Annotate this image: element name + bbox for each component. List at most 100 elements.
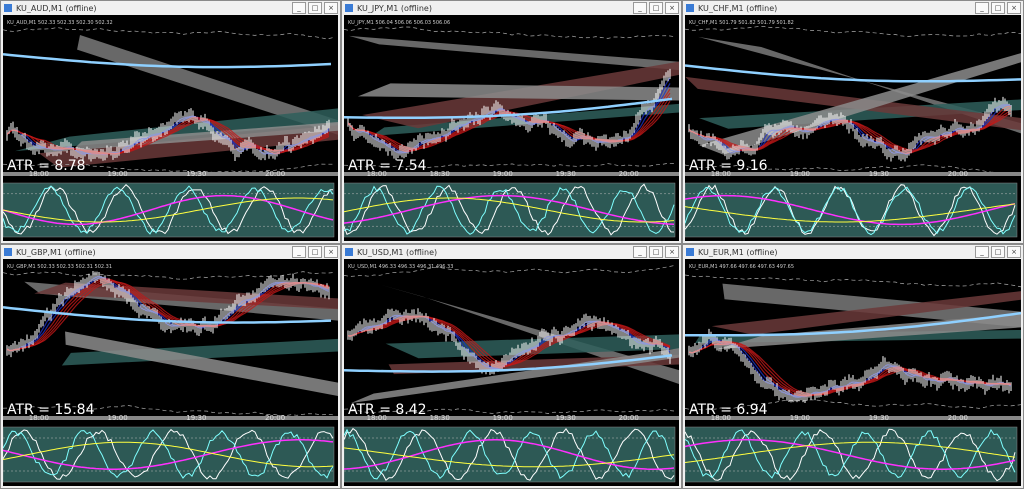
trend-line [3,441,334,468]
trend-band [351,348,679,404]
symbol-info: KU_AUD,M1 502.33 502.33 502.30 502.32 [7,20,113,26]
close-button[interactable]: × [665,246,679,258]
close-button[interactable]: × [1007,2,1021,14]
minimize-button[interactable]: _ [292,246,306,258]
close-button[interactable]: × [665,2,679,14]
indicator-pane [685,182,1018,238]
trend-band [34,282,338,310]
time-label: 19:00 [108,414,128,422]
stochastic-signal [344,428,675,480]
rsi-line [3,194,334,226]
time-label: 18:00 [711,170,731,178]
maximize-button[interactable]: □ [649,246,663,258]
stochastic-signal [685,186,1016,236]
chart-canvas: KU_AUD,M1 502.33 502.33 502.30 502.32 ATR… [3,15,338,241]
time-label: 19:00 [790,170,810,178]
atr-label: ATR = 7.54 [348,158,427,174]
slow-ma [685,311,1021,337]
maximize-button[interactable]: □ [308,246,322,258]
maximize-button[interactable]: □ [991,246,1005,258]
close-button[interactable]: × [324,2,338,14]
minimize-button[interactable]: _ [633,246,647,258]
window-icon [686,4,694,12]
minimize-button[interactable]: _ [633,2,647,14]
time-label: 20:00 [948,170,968,178]
trend-line [3,197,334,223]
symbol-info: KU_USD,M1 496.33 496.33 496.31 496.33 [348,264,453,270]
minimize-button[interactable]: _ [975,246,989,258]
time-label: 20:00 [265,170,285,178]
time-label: 18:30 [430,170,450,178]
envelope-line [685,164,1021,175]
maximize-button[interactable]: □ [308,2,322,14]
trend-band [699,99,1021,129]
atr-label: ATR = 9.16 [689,158,768,174]
window-icon [345,248,353,256]
ma-ribbon [6,280,330,352]
time-label: 19:30 [556,414,576,422]
time-label: 19:30 [869,414,889,422]
chart-canvas: KU_GBP,M1 502.33 502.33 502.31 502.31 ATR… [3,259,338,486]
title-bar: KU_EUR,M1 (offline) _ □ × [683,245,1023,259]
rsi-line [3,439,334,470]
window-title: KU_JPY,M1 (offline) [357,3,432,13]
trend-line [685,203,1016,223]
slow-ma [344,354,673,373]
time-label: 18:00 [367,414,387,422]
chart-canvas: KU_CHF,M1 501.79 501.82 501.79 501.82 ATR… [685,15,1021,241]
window-icon [4,248,12,256]
maximize-button[interactable]: □ [649,2,663,14]
title-bar: KU_GBP,M1 (offline) _ □ × [1,245,340,259]
window-icon [686,248,694,256]
chart-canvas: KU_USD,M1 496.33 496.33 496.31 496.33 ATR… [344,259,679,486]
stochastic-signal [3,429,334,479]
slow-ma [3,53,332,69]
time-label: 19:30 [186,414,206,422]
close-button[interactable]: × [1007,246,1021,258]
minimize-button[interactable]: _ [292,2,306,14]
envelope-line [685,274,1021,288]
rsi-line [685,194,1016,226]
rsi-line [344,194,675,226]
chart-window: KU_AUD,M1 (offline) _ □ × KU_AUD,M1 502.33 5… [0,0,341,244]
maximize-button[interactable]: □ [991,2,1005,14]
title-bar: KU_USD,M1 (offline) _ □ × [342,245,681,259]
time-label: 18:30 [430,414,450,422]
time-label: 20:00 [619,170,639,178]
envelope-line [685,25,1021,37]
ma-ribbon [6,279,330,352]
envelope-line [3,27,334,40]
envelope-line [685,399,1021,411]
symbol-info: KU_GBP,M1 502.33 502.33 502.31 502.31 [7,264,112,270]
atr-label: ATR = 8.78 [7,158,86,174]
close-button[interactable]: × [324,246,338,258]
time-label: 19:30 [556,170,576,178]
window-title: KU_CHF,M1 (offline) [698,3,778,13]
chart-window: KU_EUR,M1 (offline) _ □ × KU_EUR,M1 497.66 4… [682,244,1024,489]
chart-window: KU_GBP,M1 (offline) _ □ × KU_GBP,M1 502.33 5… [0,244,341,489]
chart-window: KU_CHF,M1 (offline) _ □ × KU_CHF,M1 501.79 5… [682,0,1024,244]
minimize-button[interactable]: _ [975,2,989,14]
trend-line [685,441,1016,463]
time-label: 18:00 [711,414,731,422]
rsi-line [685,439,1016,470]
window-title: KU_GBP,M1 (offline) [16,247,96,257]
trend-band [722,283,1021,328]
stochastic-main [3,183,333,235]
time-label: 19:30 [186,170,206,178]
trend-line [344,447,675,468]
time-label: 19:00 [493,170,513,178]
trend-band [711,291,1021,335]
trend-band [357,83,679,101]
time-label: 20:00 [948,414,968,422]
time-label: 19:00 [493,414,513,422]
trend-band [699,53,1021,155]
chart-canvas: KU_EUR,M1 497.66 497.66 497.63 497.65 ATR… [685,259,1021,486]
trend-band [349,35,679,71]
time-label: 19:00 [108,170,128,178]
stochastic-main [685,428,1016,482]
time-label: 20:00 [265,414,285,422]
atr-label: ATR = 6.94 [689,402,768,418]
chart-window: KU_USD,M1 (offline) _ □ × KU_USD,M1 496.33 4… [341,244,682,489]
